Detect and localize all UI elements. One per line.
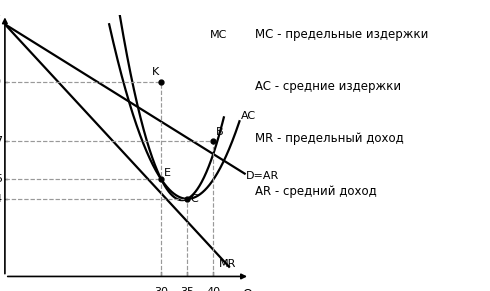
Text: MC - предельные издержки: MC - предельные издержки	[255, 28, 428, 41]
Text: B: B	[216, 127, 223, 137]
Text: D=AR: D=AR	[246, 171, 279, 181]
Text: 30: 30	[154, 287, 168, 291]
Text: K: K	[151, 67, 159, 77]
Text: MR: MR	[219, 259, 236, 269]
Text: C: C	[190, 194, 197, 204]
Text: AC: AC	[241, 111, 256, 121]
Text: AR - средний доход: AR - средний доход	[255, 185, 376, 198]
Text: AC - средние издержки: AC - средние издержки	[255, 80, 401, 93]
Text: 10: 10	[0, 77, 2, 88]
Text: 4: 4	[0, 194, 2, 204]
Text: Q: Q	[243, 287, 252, 291]
Text: 7: 7	[0, 136, 2, 146]
Text: MC: MC	[210, 30, 227, 40]
Text: 35: 35	[180, 287, 195, 291]
Text: E: E	[164, 168, 171, 178]
Text: 40: 40	[206, 287, 220, 291]
Text: 5: 5	[0, 174, 2, 184]
Text: MR - предельный доход: MR - предельный доход	[255, 132, 403, 146]
